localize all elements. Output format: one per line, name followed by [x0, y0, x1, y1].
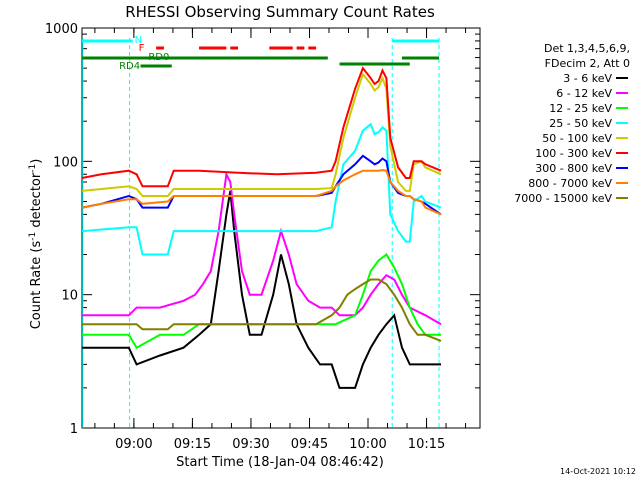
plot-area: 1000 100 10 1 09:00 09:15 09:30 09:45 10:00 10:15…	[45, 22, 481, 452]
legend-label: 25 - 50 keV	[549, 117, 612, 130]
series-line	[82, 253, 441, 350]
y-tick-label: 1000	[45, 22, 78, 37]
footer-date: 14-Oct-2021 10:12	[560, 467, 636, 476]
legend-header-line: Det 1,3,4,5,6,9,	[544, 42, 630, 55]
annotation-label: N	[135, 35, 142, 46]
x-tick-label: 09:45	[291, 437, 328, 452]
legend-label: 300 - 800 keV	[535, 162, 612, 175]
x-tick-label: 09:15	[174, 437, 211, 452]
legend-label: 3 - 6 keV	[563, 72, 612, 85]
legend-header: Det 1,3,4,5,6,9, FDecim 2, Att 0 3 - 6 keV…	[514, 42, 630, 205]
y-tick-label: 10	[61, 289, 78, 304]
series-line	[81, 122, 442, 256]
annotation-label: RD0	[148, 52, 169, 63]
annotation-label: F	[139, 43, 145, 54]
x-tick-label: 10:00	[349, 437, 386, 452]
y-tick-label: 1	[70, 422, 78, 437]
y-tick-label: 100	[53, 155, 78, 170]
chart-title: RHESSI Observing Summary Count Rates	[125, 3, 435, 21]
legend-label: 12 - 25 keV	[549, 102, 612, 115]
y-axis-label: Count Rate (s-1 detector-1)	[28, 159, 44, 330]
x-tick-label: 10:15	[408, 437, 445, 452]
series-line	[81, 169, 442, 216]
plot-frame	[81, 27, 481, 429]
x-axis-label: Start Time (18-Jan-04 08:46:42)	[176, 455, 384, 470]
series-line	[82, 278, 442, 342]
series-line	[81, 154, 442, 216]
legend-label: 7000 - 15000 keV	[514, 192, 612, 205]
series-line	[82, 190, 441, 389]
annotation-label: RD4	[119, 61, 140, 72]
series-line	[81, 72, 442, 197]
series-line	[81, 66, 442, 188]
x-tick-label: 09:00	[115, 437, 152, 452]
legend-label: 800 - 7000 keV	[528, 177, 612, 190]
legend-header-line: FDecim 2, Att 0	[545, 57, 630, 70]
legend-label: 100 - 300 keV	[535, 147, 612, 160]
legend-label: 50 - 100 keV	[542, 132, 612, 145]
legend-label: 6 - 12 keV	[556, 87, 612, 100]
x-tick-label: 09:30	[232, 437, 269, 452]
